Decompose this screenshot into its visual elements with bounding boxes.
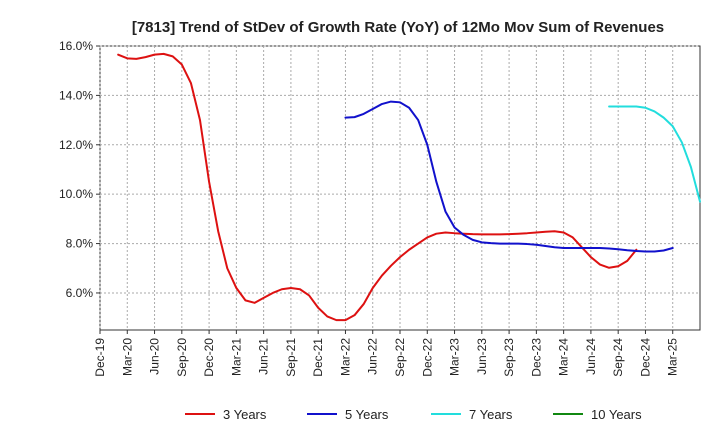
x-tick-label: Mar-22 [338, 338, 352, 376]
y-tick-label: 14.0% [59, 88, 93, 102]
x-tick-label: Jun-20 [148, 338, 162, 375]
x-tick-label: Sep-23 [502, 338, 516, 377]
legend-label: 5 Years [345, 407, 389, 422]
y-tick-label: 16.0% [59, 39, 93, 53]
axes: 6.0% 8.0% 10.0% 12.0% 14.0% 16.0% Dec-19 Mar-20… [59, 39, 680, 377]
x-tick-label: Mar-24 [557, 338, 571, 376]
legend: 3 Years 5 Years 7 Years 10 Years [185, 407, 642, 422]
x-tick-label: Sep-24 [611, 338, 625, 377]
x-tick-label: Dec-24 [638, 338, 652, 377]
y-tick-label: 10.0% [59, 187, 93, 201]
x-tick-label: Sep-22 [393, 338, 407, 377]
y-tick-label: 6.0% [66, 286, 94, 300]
x-tick-label: Jun-22 [366, 338, 380, 375]
x-tick-label: Sep-20 [175, 338, 189, 377]
x-tick-label: Jun-23 [475, 338, 489, 375]
x-tick-label: Jun-24 [584, 338, 598, 375]
x-tick-label: Dec-23 [529, 338, 543, 377]
series-line-5-years [344, 100, 674, 253]
series-line-7-years [608, 105, 701, 203]
legend-label: 10 Years [591, 407, 642, 422]
x-tick-label: Dec-21 [311, 338, 325, 377]
grid-lines [99, 45, 700, 330]
y-tick-label: 12.0% [59, 138, 93, 152]
x-tick-label: Mar-25 [666, 338, 680, 376]
x-tick-label: Mar-20 [120, 338, 134, 376]
x-tick-label: Dec-19 [93, 338, 107, 377]
y-tick-label: 8.0% [66, 237, 94, 251]
x-tick-label: Mar-21 [229, 338, 243, 376]
series-lines [117, 52, 701, 322]
x-tick-label: Jun-21 [257, 338, 271, 375]
legend-label: 7 Years [469, 407, 513, 422]
x-tick-label: Dec-22 [420, 338, 434, 377]
x-tick-label: Sep-21 [284, 338, 298, 377]
x-tick-label: Mar-23 [448, 338, 462, 376]
chart-title: [7813] Trend of StDev of Growth Rate (Yo… [132, 19, 664, 36]
series-line-3-years [117, 52, 638, 322]
legend-label: 3 Years [223, 407, 267, 422]
x-tick-label: Dec-20 [202, 338, 216, 377]
